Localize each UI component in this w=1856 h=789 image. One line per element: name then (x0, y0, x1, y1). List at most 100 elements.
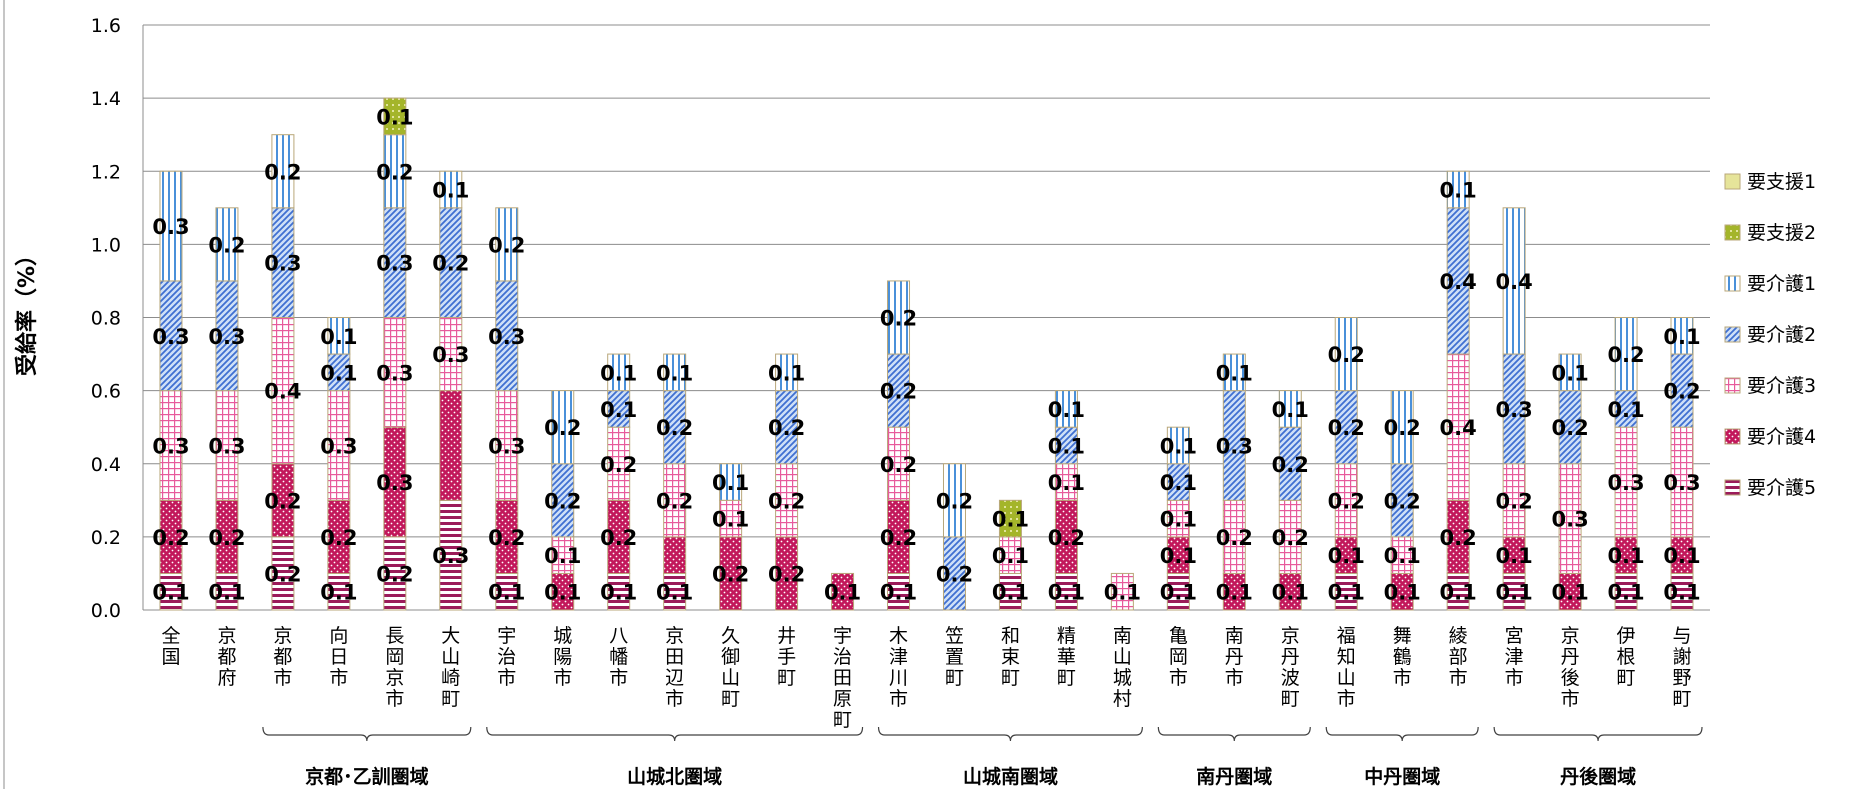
y-axis-ticks: 0.0 0.2 0.4 0.6 0.8 1.0 1.2 1.4 1.6 (91, 15, 121, 622)
data-label: 0.1 (824, 581, 861, 605)
data-label: 0.2 (880, 307, 917, 331)
y-axis-title: 受給率（%） (14, 244, 40, 376)
bar-segment (998, 499, 1022, 538)
data-label: 0.2 (1048, 526, 1085, 550)
data-label: 0.2 (1272, 526, 1309, 550)
data-label: 0.2 (1607, 343, 1644, 367)
group-label: 丹後圏域 (1560, 765, 1636, 788)
y-tick-label: 1.0 (91, 234, 121, 256)
bar-segment (1166, 426, 1190, 465)
y-tick-label: 1.4 (91, 88, 121, 110)
data-label: 0.1 (376, 105, 413, 129)
bar-segment (1222, 353, 1246, 392)
bar-segment (1110, 572, 1134, 611)
data-label: 0.4 (264, 380, 301, 404)
bar-segment (1558, 353, 1582, 392)
data-label: 0.1 (992, 581, 1029, 605)
legend-label: 要介護1 (1747, 273, 1816, 295)
data-label: 0.1 (712, 471, 749, 495)
data-label: 0.2 (1384, 416, 1421, 440)
data-label: 0.1 (1048, 471, 1085, 495)
data-label: 0.2 (432, 252, 469, 276)
y-tick-label: 0.8 (91, 308, 121, 330)
data-label: 0.2 (1440, 526, 1477, 550)
data-label: 0.1 (1440, 179, 1477, 203)
x-tick-label: 全国 (161, 625, 180, 668)
group-label: 山城南圏域 (963, 765, 1058, 788)
y-tick-label: 0.6 (91, 381, 121, 403)
x-tick-label: 笠置町 (945, 625, 964, 689)
data-label: 0.2 (208, 526, 245, 550)
bar-segment (663, 353, 687, 392)
legend-swatch (1724, 275, 1741, 292)
x-tick-label: 京田辺市 (665, 625, 684, 710)
data-label: 0.2 (208, 233, 245, 257)
data-label: 0.1 (488, 581, 525, 605)
x-tick-label: 和束町 (1001, 625, 1020, 689)
data-label: 0.1 (320, 325, 357, 349)
data-label: 0.3 (1216, 434, 1253, 458)
bar-segment (1278, 390, 1302, 428)
data-label: 0.2 (544, 416, 581, 440)
data-label: 0.2 (264, 562, 301, 586)
x-tick-label: 京都府 (217, 625, 236, 689)
bar-segment (439, 170, 463, 209)
bar-segment (663, 536, 687, 574)
x-tick-label: 大山崎町 (441, 625, 460, 710)
data-label: 0.3 (320, 434, 357, 458)
group-label: 中丹圏域 (1364, 765, 1440, 788)
legend-label: 要介護2 (1747, 324, 1816, 346)
data-label: 0.1 (1048, 434, 1085, 458)
data-label: 0.3 (264, 252, 301, 276)
data-label: 0.2 (544, 489, 581, 513)
group-bracket (1325, 726, 1479, 742)
data-label: 0.1 (1328, 581, 1365, 605)
bar-segment (1334, 317, 1358, 392)
data-label: 0.2 (880, 380, 917, 404)
x-tick-label: 伊根町 (1617, 625, 1636, 689)
data-label: 0.2 (1384, 489, 1421, 513)
bar-segment (327, 317, 351, 355)
x-axis-labels: 全国 京都府 京都市 向日市 長岡京市 大山崎町 宇治市 城陽市 八幡市 京田辺市 久御山町 井手町 宇… (161, 625, 1691, 731)
data-label: 0.3 (432, 544, 469, 568)
data-label: 0.1 (544, 544, 581, 568)
data-label: 0.3 (152, 325, 189, 349)
data-label: 0.4 (1496, 270, 1533, 294)
data-label: 0.3 (1607, 471, 1644, 495)
bar-segment (887, 280, 911, 355)
data-label: 0.2 (712, 562, 749, 586)
x-tick-label: 久御山町 (721, 625, 740, 710)
data-label: 0.3 (1496, 398, 1533, 422)
data-label: 0.2 (600, 526, 637, 550)
group-label: 京都･乙訓圏域 (305, 765, 429, 788)
x-tick-label: 亀岡市 (1169, 625, 1188, 689)
data-label: 0.1 (992, 508, 1029, 532)
data-label: 0.2 (600, 453, 637, 477)
x-tick-label: 城陽市 (553, 625, 572, 689)
data-label: 0.2 (264, 160, 301, 184)
data-label: 0.2 (1216, 526, 1253, 550)
data-labels: 0.1 0.2 0.3 0.3 0.3 0.1 0.2 0.3 0.3 0.2 0.2 0.2 0.4 0… (152, 105, 1700, 604)
x-tick-label: 京丹波町 (1281, 625, 1300, 710)
bar-segment (495, 207, 519, 282)
x-tick-label: 与謝野町 (1673, 625, 1692, 710)
data-label: 0.1 (1607, 398, 1644, 422)
data-label: 0.1 (1496, 581, 1533, 605)
data-label: 0.1 (1607, 581, 1644, 605)
bar-segment (1670, 317, 1694, 355)
data-label: 0.4 (1440, 270, 1477, 294)
bar-segment (775, 353, 799, 392)
group-bracket (877, 726, 1143, 742)
legend-label: 要介護5 (1747, 477, 1816, 499)
bar-segment (607, 353, 631, 392)
data-label: 0.1 (1160, 471, 1197, 495)
data-label: 0.2 (1551, 416, 1588, 440)
x-tick-label: 井手町 (777, 625, 796, 689)
data-label: 0.1 (1663, 325, 1700, 349)
data-label: 0.1 (1551, 581, 1588, 605)
data-label: 0.1 (1607, 544, 1644, 568)
x-tick-label: 宇治市 (497, 625, 516, 689)
y-tick-label: 0.4 (91, 454, 121, 476)
y-tick-label: 1.2 (91, 161, 121, 183)
data-label: 0.2 (656, 416, 693, 440)
